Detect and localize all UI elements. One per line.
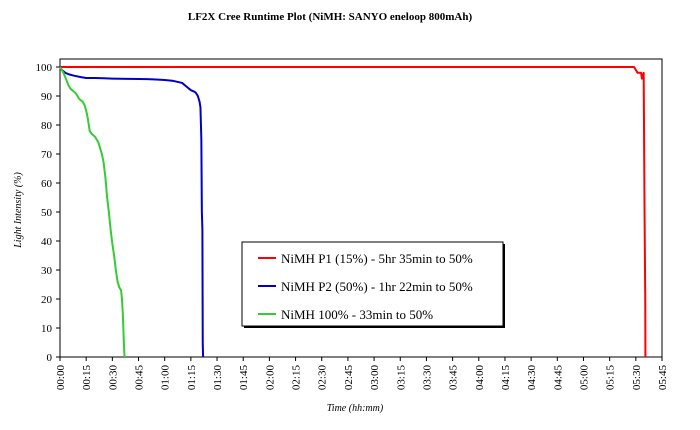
- x-tick-label: 02:15: [291, 365, 303, 391]
- y-tick-label: 60: [41, 178, 53, 190]
- chart-title: LF2X Cree Runtime Plot (NiMH: SANYO enel…: [188, 11, 473, 23]
- x-tick-label: 03:00: [369, 365, 381, 391]
- y-tick-label: 100: [36, 62, 53, 74]
- x-tick-label: 03:15: [395, 365, 407, 391]
- y-axis-label: Light Intensity (%): [13, 172, 24, 249]
- y-tick-label: 80: [41, 120, 53, 132]
- legend-entry: NiMH P2 (50%) - 1hr 22min to 50%: [281, 279, 473, 294]
- x-tick-label: 00:00: [55, 365, 67, 391]
- x-tick-label: 04:45: [552, 365, 564, 391]
- x-tick-label: 00:15: [81, 365, 93, 391]
- series-line-1: [60, 66, 647, 358]
- x-tick-label: 05:00: [578, 365, 590, 391]
- y-tick-label: 40: [41, 236, 53, 248]
- x-tick-label: 01:15: [186, 365, 198, 391]
- x-tick-label: 04:00: [474, 365, 486, 391]
- legend-box: [241, 241, 504, 327]
- y-tick-label: 10: [41, 323, 53, 335]
- x-axis: 00:00 00:15 00:30 00:45 01:00 01:15 01:30 01:45…: [55, 357, 669, 390]
- y-tick-label: 30: [41, 265, 53, 277]
- y-tick-label: 0: [47, 352, 53, 364]
- x-tick-label: 01:00: [160, 365, 172, 391]
- y-tick-label: 90: [41, 91, 53, 103]
- y-axis: 0 10 20 30 40 50 60 70 80 90 100: [36, 62, 60, 364]
- x-axis-label: Time (hh:mm): [327, 403, 384, 414]
- x-tick-label: 04:30: [526, 365, 538, 391]
- legend-entry: NiMH 100% - 33min to 50%: [281, 307, 433, 322]
- series-line-3: [59, 66, 126, 358]
- series-line-2: [59, 66, 205, 358]
- legend-entry: NiMH P1 (15%) - 5hr 35min to 50%: [281, 251, 473, 266]
- x-tick-label: 03:30: [421, 365, 433, 391]
- x-tick-label: 05:30: [631, 365, 643, 391]
- x-tick-label: 04:15: [500, 365, 512, 391]
- series-layer: [59, 66, 647, 358]
- x-tick-label: 02:00: [264, 365, 276, 391]
- y-tick-label: 70: [41, 149, 53, 161]
- x-tick-label: 02:45: [343, 365, 355, 391]
- x-tick-label: 01:30: [212, 365, 224, 391]
- y-tick-label: 20: [41, 294, 53, 306]
- legend: NiMH P1 (15%) - 5hr 35min to 50% NiMH P2 …: [241, 241, 505, 328]
- x-tick-label: 05:45: [657, 365, 669, 391]
- x-tick-label: 01:45: [238, 365, 250, 391]
- x-tick-label: 00:30: [107, 365, 119, 391]
- x-tick-label: 05:15: [605, 365, 617, 391]
- x-tick-label: 02:30: [317, 365, 329, 391]
- x-tick-label: 00:45: [134, 365, 146, 391]
- y-tick-label: 50: [41, 207, 53, 219]
- x-tick-label: 03:45: [448, 365, 460, 391]
